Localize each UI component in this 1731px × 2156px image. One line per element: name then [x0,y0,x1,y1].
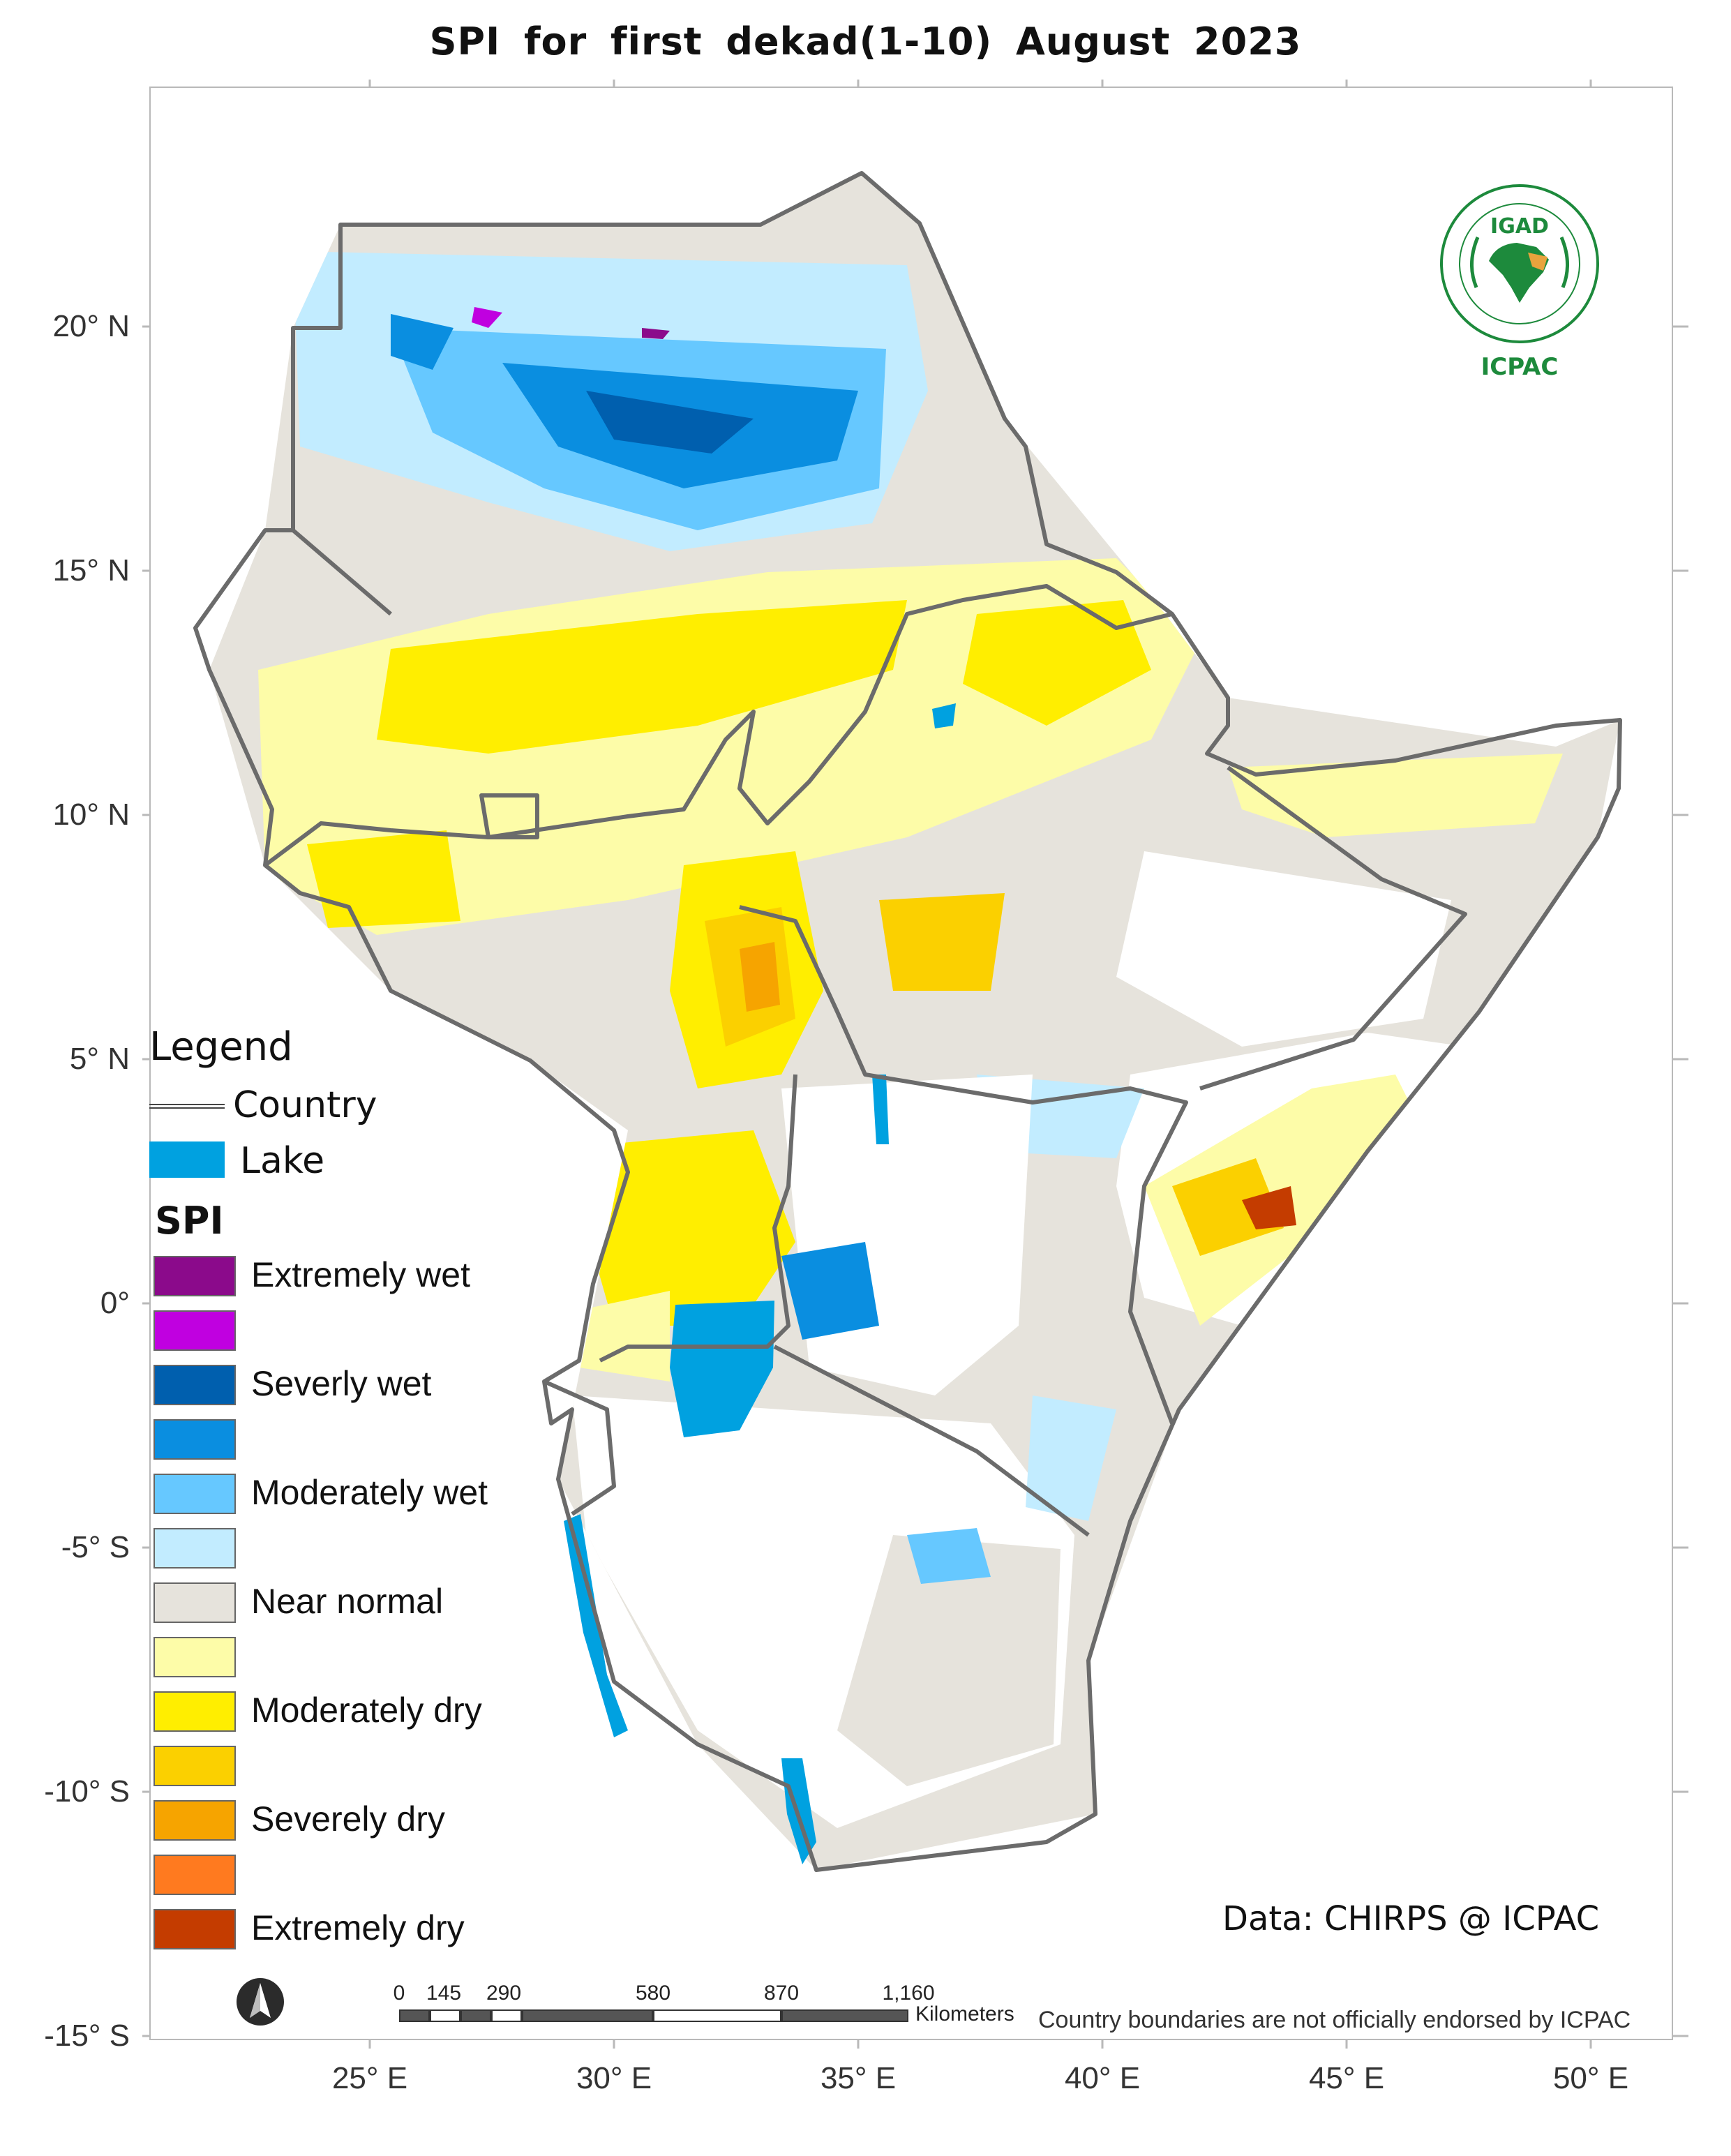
uganda-borders [599,1074,797,1363]
lat-label: -15° S [44,2019,130,2053]
legend-country-line [149,1104,225,1109]
scale-tick-label: 1,160 [882,1982,935,2005]
legend-lake-label: Lake [240,1140,325,1182]
scale-tick-label: 870 [763,1982,800,2005]
kenya-tanzania-border [773,1345,1090,1537]
scale-segment [781,2009,908,2022]
lon-label: 35° E [820,2061,897,2095]
svg-text:IGAD: IGAD [1490,214,1549,239]
frame-ticks [142,80,1688,2049]
map-title: SPI for first dekad(1-10) August 2023 [429,20,1302,63]
lake-tana [932,703,956,728]
lake-tanganyika [564,1514,628,1737]
scale-unit: Kilometers [915,2002,1014,2026]
spi-swatch [153,1256,236,1296]
rwanda-burundi-borders [543,1379,616,1516]
spi-swatch [153,1474,236,1514]
sudan-borders [264,528,1173,867]
data-credit: Data: CHIRPS @ ICPAC [1222,1899,1600,1938]
lat-label: -5° S [61,1530,130,1564]
spi-label: Moderately wet [251,1473,488,1512]
spi-swatch [153,1909,236,1949]
scale-segment [430,2009,460,2022]
scale-tick-label: 145 [426,1982,462,2005]
spi-label: Severely dry [251,1799,445,1839]
somalia-ethiopia-border [1199,765,1467,1091]
lon-label: 50° E [1552,2061,1629,2095]
icpac-logo-label: ICPAC [1481,353,1559,381]
spi-swatch [153,1310,236,1351]
spi-label: Extremely wet [251,1255,470,1294]
lon-label: 30° E [576,2061,652,2095]
lake-victoria [670,1301,774,1437]
lon-label: 45° E [1308,2061,1385,2095]
scale-segment [522,2009,653,2022]
scale-tick-label: 290 [486,1982,522,2005]
outer-boundary [193,171,1622,1872]
lake-turkana [872,1075,889,1144]
abyei-boundary [479,793,539,839]
spi-swatch [153,1582,236,1623]
lat-label: 20° N [52,309,130,343]
legend-title: Legend [149,1024,293,1070]
igad-logo-icon: IGAD [1440,184,1599,343]
lat-label: 5° N [69,1042,130,1076]
spi-swatch [153,1800,236,1841]
north-arrow-icon [237,1978,284,2026]
scale-segment [399,2009,430,2022]
spi-swatch [153,1855,236,1895]
legend-country-label: Country [233,1084,377,1126]
spi-swatch [153,1528,236,1569]
spi-label: Near normal [251,1582,444,1621]
map-frame [149,87,1673,2040]
scale-segment [460,2009,491,2022]
spi-legend-title: SPI [155,1199,224,1243]
spi-label: Moderately dry [251,1691,482,1730]
spi-raster [209,173,1620,1870]
scale-segment [653,2009,781,2022]
spi-label: Extremely dry [251,1908,465,1947]
lat-label: 15° N [52,553,130,587]
country-boundaries [193,171,1622,1872]
spi-swatch [153,1637,236,1677]
spi-label: Severly wet [251,1364,432,1403]
scale-tick-label: 0 [393,1982,405,2005]
lat-label: 0° [100,1286,130,1320]
spi-swatch [153,1691,236,1732]
lat-label: -10° S [44,1774,130,1809]
lat-label: 10° N [52,798,130,832]
lon-label: 40° E [1064,2061,1141,2095]
lon-label: 25° E [331,2061,408,2095]
ethiopia-kenya-border [739,905,1188,1425]
scale-tick-label: 580 [635,1982,671,2005]
legend-lake-swatch [149,1141,225,1178]
spi-swatch [153,1419,236,1460]
scale-segment [491,2009,522,2022]
spi-swatch [153,1746,236,1786]
disclaimer: Country boundaries are not officially en… [1038,2007,1631,2033]
spi-swatch [153,1365,236,1405]
